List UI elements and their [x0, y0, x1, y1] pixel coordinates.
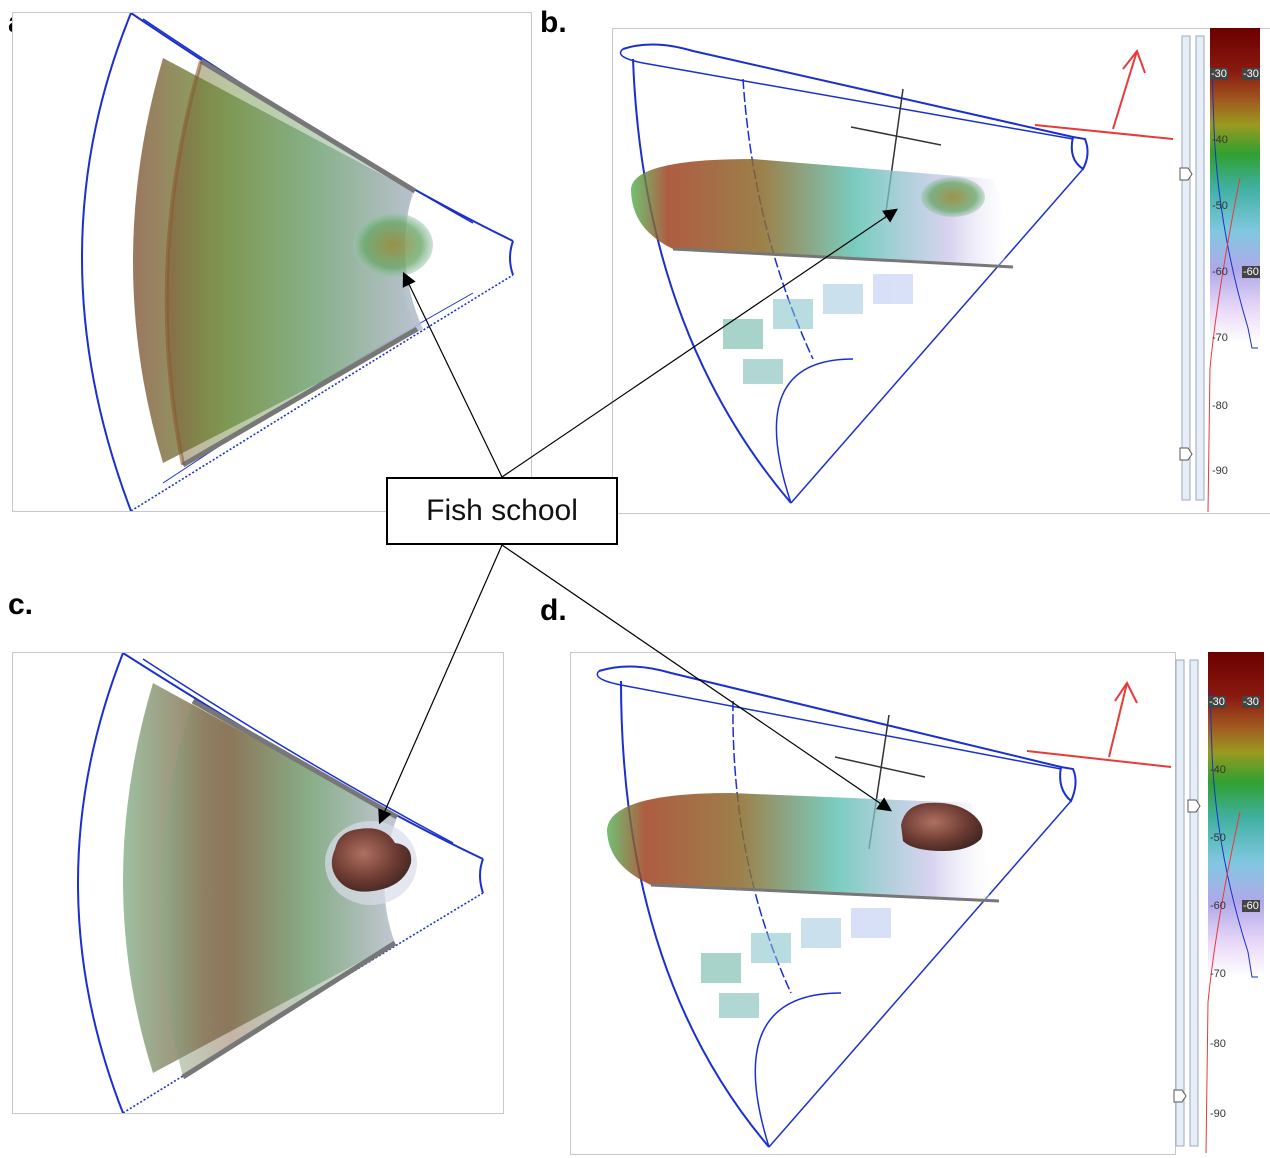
- colorbar-highlight-top-left: -30: [1208, 696, 1226, 708]
- slider-handle-bottom[interactable]: [1173, 1089, 1187, 1103]
- echo-slice: [607, 793, 990, 901]
- panel-a-top-view: [12, 12, 532, 512]
- slider-track-left[interactable]: [1175, 659, 1185, 1147]
- slider-handle-bottom[interactable]: [1179, 447, 1193, 461]
- fish-school-echo-b: [921, 177, 985, 217]
- sonar-top-view-c: [77, 653, 484, 1113]
- colorbar-highlight-top-right: -30: [1242, 68, 1260, 80]
- slice-edge-top: [199, 58, 417, 194]
- beam-outer-arc: [77, 653, 124, 1113]
- slider-handle-top[interactable]: [1187, 799, 1201, 813]
- crosshair-horizontal: [850, 126, 942, 146]
- axis-red-vertical: [1112, 50, 1138, 130]
- beam-apex: [1059, 765, 1077, 803]
- beam-outer-arc: [620, 680, 770, 1148]
- colorbar-tick: -70: [1212, 332, 1228, 344]
- slider-handle-top[interactable]: [1179, 167, 1193, 181]
- fish-school-echo-a: [353, 213, 433, 277]
- fish-school-3d-c: [331, 828, 412, 892]
- slider-track-left[interactable]: [1181, 35, 1191, 501]
- panel-label-d: d.: [540, 594, 567, 627]
- slider-track-right[interactable]: [1189, 659, 1199, 1147]
- histogram-blue: [1209, 691, 1258, 978]
- lower-echo-bands: [701, 908, 891, 1018]
- beam-outer-arc: [81, 13, 132, 511]
- colorbar-tick: -80: [1210, 1038, 1226, 1050]
- colorbar-highlight-bottom: -60: [1242, 266, 1260, 278]
- fish-school-callout: Fish school: [386, 477, 618, 545]
- lower-echo-bands: [723, 274, 913, 384]
- colorbar-tick: -60: [1212, 266, 1228, 278]
- beam-top-edge: [622, 43, 1074, 138]
- sonar-perspective-view-d: [596, 665, 1172, 1148]
- beam-outer-arc: [632, 58, 792, 504]
- colorbar-tick: -60: [1210, 900, 1226, 912]
- sonar-top-view-a: [81, 13, 514, 511]
- slice-edge-bottom: [181, 326, 419, 468]
- axis-red-horizontal: [1034, 124, 1174, 140]
- fish-school-3d-d: [901, 802, 983, 851]
- beam-apex: [479, 858, 484, 894]
- colorbar-tick: -90: [1212, 465, 1228, 477]
- beam-apex: [1070, 135, 1089, 171]
- slider-track-right[interactable]: [1195, 35, 1205, 501]
- panel-label-c: c.: [8, 588, 34, 621]
- panel-label-b: b.: [540, 6, 567, 39]
- panel-b-perspective: [612, 28, 1270, 514]
- axis-red-horizontal: [1026, 750, 1172, 768]
- colorbar-highlight-top-right: -30: [1242, 696, 1260, 708]
- beam-apex: [509, 240, 514, 276]
- callout-text: Fish school: [426, 494, 578, 527]
- colorbar-tick: -70: [1210, 968, 1226, 980]
- beam-right-edge: [768, 800, 1072, 1148]
- histogram-red: [1207, 177, 1241, 513]
- colorbar-tick: -40: [1212, 134, 1228, 146]
- axis-red-vertical: [1108, 682, 1128, 758]
- panel-d-perspective: [570, 652, 1176, 1155]
- beam-top-edge: [598, 665, 1062, 768]
- histogram-red: [1205, 811, 1241, 1154]
- panel-c-top-view: [12, 652, 504, 1114]
- colorbar-tick: -50: [1212, 200, 1228, 212]
- colorbar-highlight-bottom: -60: [1242, 900, 1260, 912]
- colorbar-tick: -80: [1212, 400, 1228, 412]
- colorbar-highlight-top-left: -30: [1210, 68, 1228, 80]
- sonar-perspective-view-b: [619, 43, 1174, 504]
- slice-edge-top: [191, 698, 399, 820]
- colorbar-b: -30 -30 -60 -40 -50 -60 -70 -80 -90: [1178, 28, 1270, 513]
- histogram-blue: [1211, 67, 1258, 349]
- colorbar-tick: -40: [1210, 764, 1226, 776]
- slice-edge-bottom: [181, 940, 397, 1080]
- colorbar-d: -30 -30 -60 -40 -50 -60 -70 -80 -90: [1172, 652, 1270, 1154]
- colorbar-tick: -50: [1210, 832, 1226, 844]
- colorbar-tick: -90: [1210, 1108, 1226, 1120]
